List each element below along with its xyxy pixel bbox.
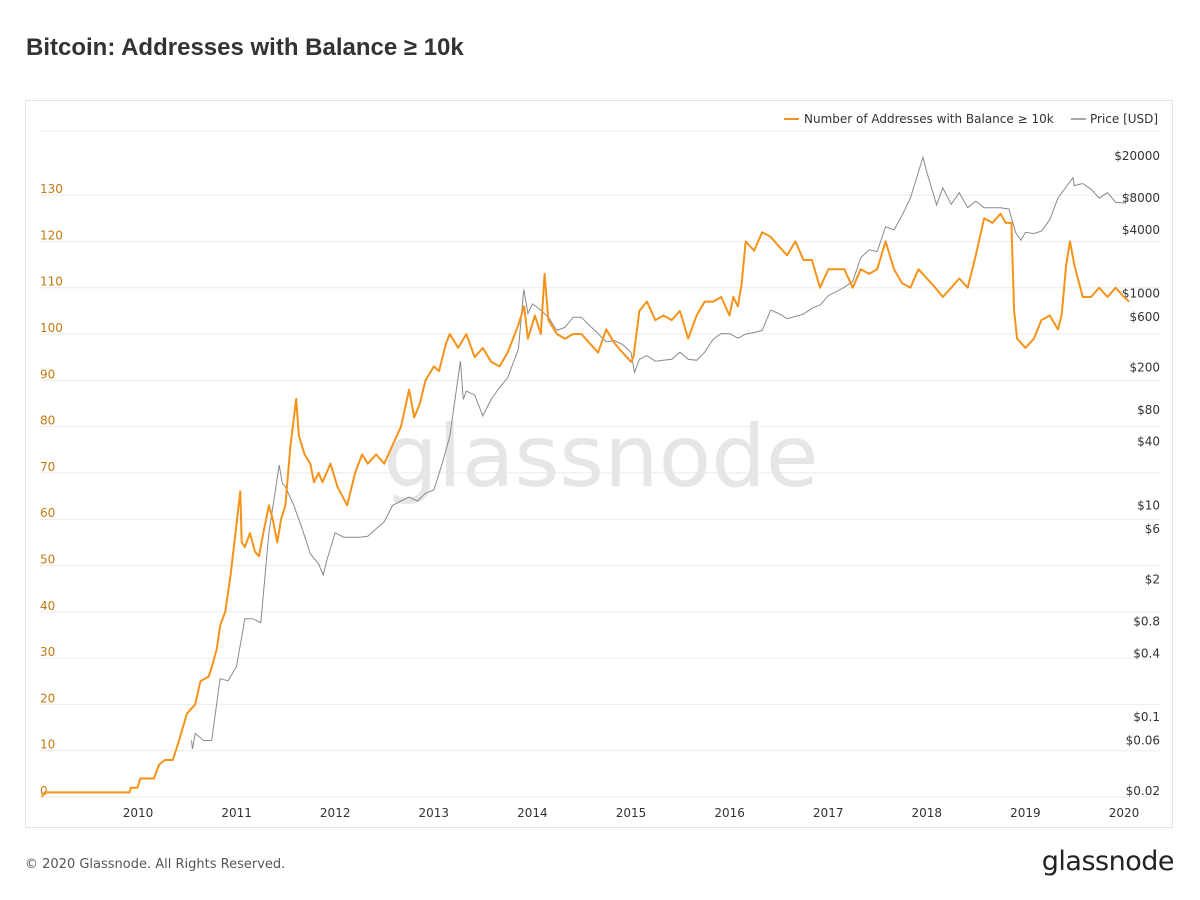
x-tick-label: 2014: [517, 806, 548, 820]
left-tick-label: 30: [40, 645, 55, 659]
price-series-line: [191, 155, 1130, 749]
x-tick-label: 2016: [714, 806, 745, 820]
right-tick-label: $0.8: [1133, 614, 1160, 628]
left-tick-label: 70: [40, 460, 55, 474]
watermark: glassnode: [383, 407, 818, 507]
right-tick-label: $0.06: [1126, 734, 1160, 748]
left-tick-label: 120: [40, 228, 63, 242]
right-tick-label: $200: [1129, 361, 1160, 375]
left-tick-label: 0: [40, 784, 48, 798]
page-title: Bitcoin: Addresses with Balance ≥ 10k: [26, 34, 464, 61]
x-axis-ticks: 2010 2011 2012 2013 2014 2015 2016 2017 2018 2019…: [123, 806, 1140, 820]
glassnode-logo[interactable]: glassnode: [1041, 846, 1175, 877]
legend-label-addresses: Number of Addresses with Balance ≥ 10k: [804, 112, 1054, 126]
right-axis-ticks: $0.02 $0.06 $0.1 $0.4 $0.8 $2 $6 $10 $40 $80 $200 $…: [1114, 149, 1160, 798]
right-tick-label: $600: [1129, 310, 1160, 324]
x-tick-label: 2011: [221, 806, 252, 820]
x-tick-label: 2020: [1109, 806, 1140, 820]
left-tick-label: 110: [40, 275, 63, 289]
right-tick-label: $80: [1137, 403, 1160, 417]
right-tick-label: $1000: [1122, 287, 1160, 301]
right-tick-label: $6: [1145, 522, 1160, 536]
copyright-text: © 2020 Glassnode. All Rights Reserved.: [25, 857, 286, 872]
left-tick-label: 50: [40, 553, 55, 567]
addresses-series-line: [41, 212, 1130, 798]
left-tick-label: 100: [40, 321, 63, 335]
left-tick-label: 20: [40, 691, 55, 705]
chart-panel: glassnode 0 10 20 30 40 50 60 70 80 90 100 110 120 13…: [25, 100, 1173, 828]
left-tick-label: 40: [40, 599, 55, 613]
right-tick-label: $20000: [1114, 149, 1160, 163]
right-tick-label: $0.1: [1133, 710, 1160, 724]
right-tick-label: $40: [1137, 435, 1160, 449]
left-tick-label: 60: [40, 506, 55, 520]
left-axis-ticks: 0 10 20 30 40 50 60 70 80 90 100 110 120 130: [40, 182, 63, 798]
chart-svg: glassnode 0 10 20 30 40 50 60 70 80 90 100 110 120 13…: [40, 112, 1160, 820]
x-tick-label: 2012: [320, 806, 351, 820]
right-tick-label: $0.4: [1133, 646, 1160, 660]
left-tick-label: 10: [40, 738, 55, 752]
legend[interactable]: Number of Addresses with Balance ≥ 10k P…: [784, 112, 1158, 126]
x-tick-label: 2019: [1010, 806, 1041, 820]
grid-layer: [40, 130, 1160, 798]
right-tick-label: $4000: [1122, 223, 1160, 237]
legend-label-price: Price [USD]: [1090, 112, 1158, 126]
x-tick-label: 2010: [123, 806, 154, 820]
x-tick-label: 2017: [813, 806, 844, 820]
right-tick-label: $8000: [1122, 191, 1160, 205]
left-tick-label: 130: [40, 182, 63, 196]
x-tick-label: 2018: [912, 806, 943, 820]
x-tick-label: 2013: [419, 806, 450, 820]
right-tick-label: $0.02: [1126, 784, 1160, 798]
x-tick-label: 2015: [616, 806, 647, 820]
right-tick-label: $2: [1145, 572, 1160, 586]
left-tick-label: 90: [40, 367, 55, 381]
left-tick-label: 80: [40, 414, 55, 428]
right-tick-label: $10: [1137, 498, 1160, 512]
